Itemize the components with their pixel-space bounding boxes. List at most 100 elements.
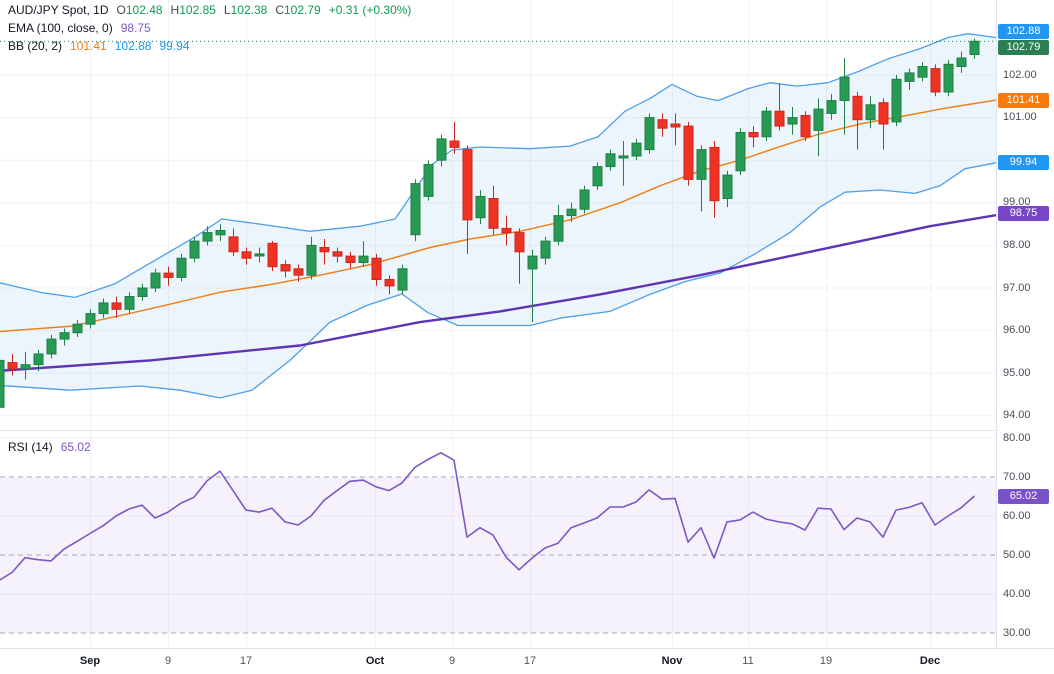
price-axis[interactable]: 102.00101.00100.0099.0098.0097.0096.0095… [996, 0, 1054, 648]
rsi-band [0, 476, 996, 634]
rsi-label: 50.00 [1003, 548, 1031, 561]
candle-up [566, 202, 577, 222]
candle-down [852, 92, 863, 150]
candle-up [787, 106, 798, 135]
candle-down [241, 247, 252, 265]
ohlc-close: C 102.79 [275, 3, 321, 17]
rsi-label: RSI (14) [8, 440, 53, 454]
candle-down [488, 185, 499, 235]
time-label-day: 17 [239, 655, 253, 667]
time-label-day: 11 [742, 655, 754, 667]
candle-down [514, 228, 525, 284]
symbol-legend-row[interactable]: AUD/JPY Spot, 1D O 102.48 H 102.85 L 102.38… [8, 3, 411, 17]
bb-legend-row[interactable]: BB (20, 2) 101.41 102.88 99.94 [8, 39, 189, 53]
candle-up [969, 38, 980, 59]
candle-up [813, 98, 824, 156]
candle-up [306, 236, 317, 280]
rsi-label: 40.00 [1003, 587, 1031, 600]
candle-up [540, 236, 551, 265]
candle-down [800, 111, 811, 142]
candle-down [501, 215, 512, 246]
candles-layer [0, 38, 980, 408]
candle-up [0, 359, 5, 408]
candle-up [423, 160, 434, 201]
candle-down [293, 264, 304, 282]
price-label: 99.00 [1003, 196, 1031, 209]
candle-down [371, 253, 382, 286]
price-label: 97.00 [1003, 281, 1031, 294]
symbol-title: AUD/JPY Spot, 1D [8, 3, 109, 17]
candle-up [20, 351, 31, 380]
candle-down [930, 64, 941, 97]
candle-down [345, 251, 356, 269]
candle-up [553, 204, 564, 246]
time-axis[interactable]: Sep 9 17 Oct 9 17 Nov 11 19 Dec [0, 648, 996, 674]
candle-up [436, 134, 447, 167]
candle-down [878, 98, 889, 150]
candle-down [163, 266, 174, 286]
candle-up [696, 145, 707, 212]
bb-basis-value: 101.41 [70, 39, 107, 53]
candle-up [904, 68, 915, 90]
candle-down [267, 241, 278, 271]
rsi-line [0, 452, 975, 581]
candle-up [176, 253, 187, 282]
candle-down [449, 121, 460, 154]
candle-up [917, 62, 928, 82]
candle-down [774, 83, 785, 131]
candle-down [462, 145, 473, 254]
candle-up [254, 247, 265, 263]
ohlc-high: H 102.85 [170, 3, 216, 17]
price-label: 102.00 [1003, 68, 1037, 81]
price-badge-last-price: 102.79 [998, 39, 1049, 55]
candle-down [384, 275, 395, 295]
candle-up [85, 309, 96, 329]
candle-down [319, 239, 330, 265]
candle-up [215, 224, 226, 242]
rsi-legend-row[interactable]: RSI (14) 65.02 [8, 440, 91, 454]
candle-up [410, 179, 421, 242]
candle-up [72, 319, 83, 337]
candle-down [657, 113, 668, 137]
candle-up [475, 190, 486, 225]
time-label-month: Sep [79, 655, 101, 667]
ohlc-low: L 102.38 [223, 3, 268, 17]
price-label: 94.00 [1003, 409, 1031, 422]
bb-upper-line [0, 33, 996, 299]
candle-down [683, 121, 694, 186]
ohlc-open: O 102.48 [116, 3, 163, 17]
candle-up [943, 60, 954, 97]
time-label-month: Dec [919, 655, 941, 667]
candle-up [592, 162, 603, 191]
candle-up [839, 57, 850, 135]
candle-up [826, 94, 837, 120]
candle-up [579, 185, 590, 214]
price-label: 95.00 [1003, 366, 1031, 379]
bb-lower-value: 99.94 [159, 39, 190, 53]
candle-up [189, 236, 200, 263]
rsi-plot [0, 452, 975, 581]
candle-up [59, 328, 70, 346]
time-label-day: 9 [164, 655, 172, 667]
rsi-value: 65.02 [60, 440, 91, 454]
price-badge-rsi-value: 65.02 [998, 488, 1049, 504]
time-label-day: 17 [523, 655, 537, 667]
ema100-line [0, 214, 996, 372]
candle-up [202, 226, 213, 246]
price-badge-bb-upper: 102.88 [998, 23, 1049, 39]
rsi-label: 30.00 [1003, 626, 1031, 639]
rsi-label: 70.00 [1003, 470, 1031, 483]
price-badge-ema-100: 98.75 [998, 205, 1049, 221]
candle-up [358, 241, 369, 267]
candle-up [124, 292, 135, 314]
candle-up [98, 298, 109, 318]
bb-upper-value: 102.88 [114, 39, 152, 53]
candle-up [150, 268, 161, 293]
bb-label: BB (20, 2) [8, 39, 63, 53]
ema-legend-row[interactable]: EMA (100, close, 0) 98.75 [8, 21, 151, 35]
candle-down [748, 126, 759, 148]
candle-down [670, 113, 681, 146]
rsi-label: 60.00 [1003, 509, 1031, 522]
candle-up [527, 249, 538, 323]
